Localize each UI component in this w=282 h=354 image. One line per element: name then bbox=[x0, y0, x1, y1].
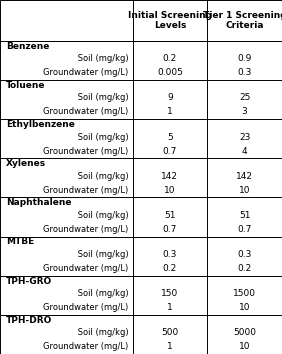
Text: 0.7: 0.7 bbox=[163, 225, 177, 234]
Text: 51: 51 bbox=[239, 211, 250, 220]
Text: 10: 10 bbox=[239, 303, 250, 312]
Text: 142: 142 bbox=[236, 172, 253, 181]
Text: 10: 10 bbox=[164, 186, 176, 195]
Text: Ethylbenzene: Ethylbenzene bbox=[6, 120, 74, 129]
Text: Benzene: Benzene bbox=[6, 42, 49, 51]
Text: Groundwater (mg/L): Groundwater (mg/L) bbox=[43, 108, 128, 116]
Text: Groundwater (mg/L): Groundwater (mg/L) bbox=[43, 225, 128, 234]
Text: 0.2: 0.2 bbox=[163, 264, 177, 273]
Text: Soil (mg/kg): Soil (mg/kg) bbox=[62, 172, 128, 181]
Text: Toluene: Toluene bbox=[6, 81, 45, 90]
Text: Soil (mg/kg): Soil (mg/kg) bbox=[62, 54, 128, 63]
Text: Xylenes: Xylenes bbox=[6, 159, 46, 168]
Text: 0.3: 0.3 bbox=[237, 68, 252, 77]
Text: MTBE: MTBE bbox=[6, 238, 34, 246]
Text: 500: 500 bbox=[161, 329, 179, 337]
Text: Tier 1 Screening
Criteria: Tier 1 Screening Criteria bbox=[203, 11, 282, 30]
Text: Groundwater (mg/L): Groundwater (mg/L) bbox=[43, 264, 128, 273]
Text: Groundwater (mg/L): Groundwater (mg/L) bbox=[43, 303, 128, 312]
Text: 0.9: 0.9 bbox=[237, 54, 252, 63]
Text: 1500: 1500 bbox=[233, 289, 256, 298]
Text: 25: 25 bbox=[239, 93, 250, 102]
Text: 142: 142 bbox=[161, 172, 179, 181]
Text: 51: 51 bbox=[164, 211, 176, 220]
Text: 1: 1 bbox=[167, 108, 173, 116]
Text: 9: 9 bbox=[167, 93, 173, 102]
Text: Soil (mg/kg): Soil (mg/kg) bbox=[62, 211, 128, 220]
Text: TPH-GRO: TPH-GRO bbox=[6, 277, 52, 286]
Text: Soil (mg/kg): Soil (mg/kg) bbox=[62, 289, 128, 298]
Text: 23: 23 bbox=[239, 132, 250, 142]
Text: Soil (mg/kg): Soil (mg/kg) bbox=[62, 329, 128, 337]
Text: 3: 3 bbox=[242, 108, 248, 116]
Text: 0.7: 0.7 bbox=[237, 225, 252, 234]
Text: 10: 10 bbox=[239, 342, 250, 352]
Text: 1: 1 bbox=[167, 342, 173, 352]
Text: Initial Screening
Levels: Initial Screening Levels bbox=[128, 11, 212, 30]
Text: Groundwater (mg/L): Groundwater (mg/L) bbox=[43, 68, 128, 77]
Text: 10: 10 bbox=[239, 186, 250, 195]
Text: 4: 4 bbox=[242, 147, 247, 156]
Text: Soil (mg/kg): Soil (mg/kg) bbox=[62, 250, 128, 259]
Text: 5000: 5000 bbox=[233, 329, 256, 337]
Text: 0.7: 0.7 bbox=[163, 147, 177, 156]
Text: 1: 1 bbox=[167, 303, 173, 312]
Text: Naphthalene: Naphthalene bbox=[6, 198, 71, 207]
Text: 0.3: 0.3 bbox=[163, 250, 177, 259]
Text: 0.3: 0.3 bbox=[237, 250, 252, 259]
Text: 0.2: 0.2 bbox=[163, 54, 177, 63]
Text: Groundwater (mg/L): Groundwater (mg/L) bbox=[43, 186, 128, 195]
Text: 0.005: 0.005 bbox=[157, 68, 183, 77]
Text: 5: 5 bbox=[167, 132, 173, 142]
Text: Soil (mg/kg): Soil (mg/kg) bbox=[62, 132, 128, 142]
Text: 150: 150 bbox=[161, 289, 179, 298]
Text: 0.2: 0.2 bbox=[237, 264, 252, 273]
Text: Groundwater (mg/L): Groundwater (mg/L) bbox=[43, 342, 128, 352]
Text: Groundwater (mg/L): Groundwater (mg/L) bbox=[43, 147, 128, 156]
Text: Soil (mg/kg): Soil (mg/kg) bbox=[62, 93, 128, 102]
Text: TPH-DRO: TPH-DRO bbox=[6, 316, 52, 325]
